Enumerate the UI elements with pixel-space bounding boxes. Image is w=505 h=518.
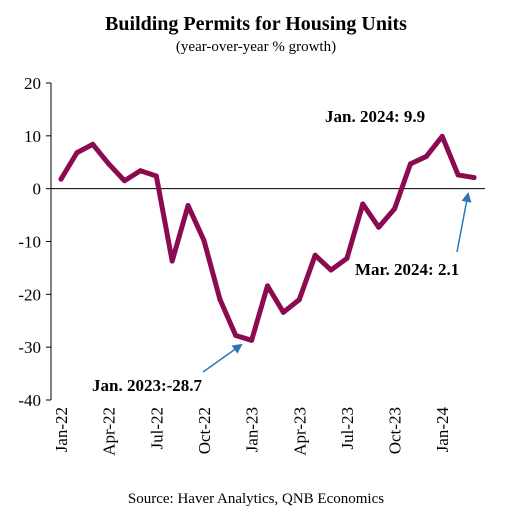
x-tick-label: Apr-22 — [100, 407, 119, 456]
data-point — [376, 224, 382, 230]
annotation-mar-2024: Mar. 2024: 2.1 — [355, 260, 459, 279]
x-tick-label: Jul-22 — [147, 407, 166, 450]
data-point — [58, 176, 64, 182]
data-point — [407, 161, 413, 167]
annotation-arrow-mar-2024 — [456, 192, 472, 253]
data-point — [344, 255, 350, 261]
data-point — [233, 333, 239, 339]
data-point — [328, 267, 334, 273]
y-tick-label: -20 — [18, 285, 41, 304]
x-tick-label: Jan-22 — [52, 407, 71, 452]
data-point — [423, 153, 429, 159]
chart-subtitle: (year-over-year % growth) — [176, 39, 336, 55]
data-point — [280, 309, 286, 315]
y-tick-label: -10 — [18, 233, 41, 252]
data-point — [169, 258, 175, 264]
data-point — [471, 175, 477, 181]
data-point — [312, 252, 318, 258]
series-points — [58, 133, 477, 343]
y-tick-label: -40 — [18, 391, 41, 410]
data-point — [217, 296, 223, 302]
x-tick-label: Apr-23 — [290, 407, 309, 456]
chart-source: Source: Haver Analytics, QNB Economics — [128, 491, 384, 507]
data-point — [392, 206, 398, 212]
y-tick-label: 0 — [33, 180, 42, 199]
data-point — [90, 141, 96, 147]
data-point — [439, 133, 445, 139]
data-point — [122, 178, 128, 184]
x-tick-label: Oct-23 — [386, 407, 405, 454]
data-point — [360, 201, 366, 207]
data-point — [296, 297, 302, 303]
data-point — [201, 237, 207, 243]
y-tick-label: 20 — [24, 74, 41, 93]
x-tick-label: Jul-23 — [338, 407, 357, 450]
data-point — [185, 203, 191, 209]
y-tick-label: 10 — [24, 127, 41, 146]
annotation-jan-2023: Jan. 2023:-28.7 — [92, 376, 203, 395]
x-tick-label: Oct-22 — [195, 407, 214, 454]
y-axis-ticks: 20 10 0 -10 -20 -30 -40 — [18, 74, 51, 410]
y-tick-label: -30 — [18, 338, 41, 357]
chart-title: Building Permits for Housing Units — [105, 13, 407, 35]
data-point — [106, 161, 112, 167]
x-axis-ticks: Jan-22 Apr-22 Jul-22 Oct-22 Jan-23 Apr-23 Jul-… — [52, 407, 452, 456]
x-tick-label: Jan-24 — [433, 407, 452, 453]
annotation-arrow-jan-2023 — [202, 343, 243, 373]
data-point — [137, 168, 143, 174]
series-line — [58, 133, 477, 343]
data-point — [74, 150, 80, 156]
data-point — [153, 173, 159, 179]
x-tick-label: Jan-23 — [243, 407, 262, 452]
data-point — [265, 283, 270, 289]
data-point — [455, 172, 461, 178]
data-point — [249, 337, 255, 343]
annotation-jan-2024: Jan. 2024: 9.9 — [325, 107, 425, 126]
